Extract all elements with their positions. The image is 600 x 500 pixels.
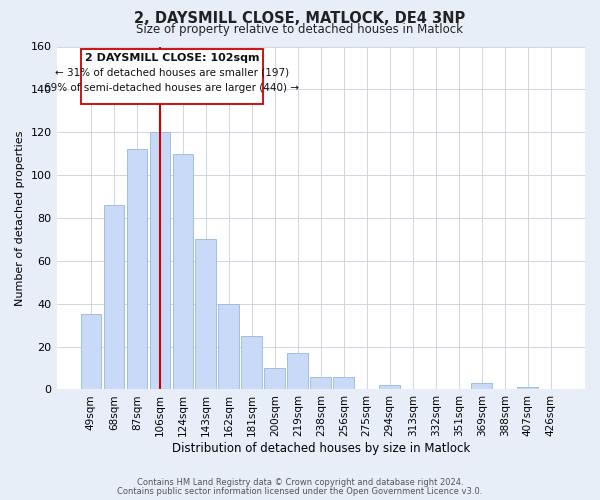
Bar — [196, 240, 216, 390]
Bar — [517, 388, 538, 390]
Bar — [127, 150, 147, 390]
X-axis label: Distribution of detached houses by size in Matlock: Distribution of detached houses by size … — [172, 442, 470, 455]
Bar — [80, 314, 101, 390]
Bar — [218, 304, 239, 390]
Text: ← 31% of detached houses are smaller (197): ← 31% of detached houses are smaller (19… — [55, 68, 289, 78]
Bar — [334, 376, 354, 390]
Bar — [379, 385, 400, 390]
Text: 2, DAYSMILL CLOSE, MATLOCK, DE4 3NP: 2, DAYSMILL CLOSE, MATLOCK, DE4 3NP — [134, 11, 466, 26]
Text: Contains HM Land Registry data © Crown copyright and database right 2024.: Contains HM Land Registry data © Crown c… — [137, 478, 463, 487]
Text: 2 DAYSMILL CLOSE: 102sqm: 2 DAYSMILL CLOSE: 102sqm — [85, 53, 259, 63]
Bar — [310, 376, 331, 390]
Bar — [104, 205, 124, 390]
Text: 69% of semi-detached houses are larger (440) →: 69% of semi-detached houses are larger (… — [44, 83, 299, 93]
Bar — [149, 132, 170, 390]
Bar — [472, 383, 492, 390]
FancyBboxPatch shape — [80, 48, 263, 104]
Bar — [265, 368, 285, 390]
Text: Size of property relative to detached houses in Matlock: Size of property relative to detached ho… — [137, 22, 464, 36]
Bar — [287, 353, 308, 390]
Text: Contains public sector information licensed under the Open Government Licence v3: Contains public sector information licen… — [118, 487, 482, 496]
Bar — [241, 336, 262, 390]
Y-axis label: Number of detached properties: Number of detached properties — [15, 130, 25, 306]
Bar — [173, 154, 193, 390]
